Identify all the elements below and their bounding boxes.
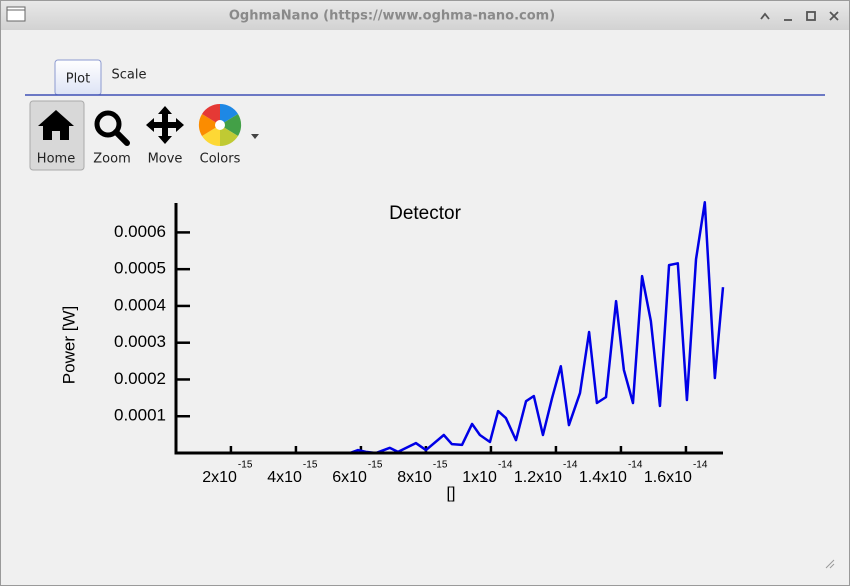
x-tick-exponent: -14 <box>563 460 578 471</box>
toolbar-label[interactable]: Zoom <box>93 152 130 167</box>
zoom-icon-handle <box>113 129 130 146</box>
colors-icon <box>198 103 242 147</box>
title-bar <box>1 1 849 30</box>
close-button[interactable] <box>829 11 839 21</box>
x-tick-label: 1.2x10 <box>514 469 562 486</box>
y-tick-label: 0.0003 <box>114 332 166 351</box>
tab-label[interactable]: Scale <box>112 68 147 83</box>
y-tick-label: 0.0004 <box>114 295 166 314</box>
toolbar-label[interactable]: Move <box>148 152 183 167</box>
x-tick-label: 1.4x10 <box>579 469 627 486</box>
x-tick-exponent: -14 <box>628 460 643 471</box>
x-tick-exponent: -15 <box>238 460 253 471</box>
x-tick-exponent: -15 <box>433 460 448 471</box>
x-tick-label: 6x10 <box>332 469 367 486</box>
x-tick-exponent: -15 <box>368 460 383 471</box>
x-tick-exponent: -14 <box>498 460 513 471</box>
chart-title: Detector <box>389 203 461 224</box>
y-tick-label: 0.0001 <box>114 406 166 425</box>
y-axis-label: Power [W] <box>59 306 78 384</box>
window-title: OghmaNano (https://www.oghma-nano.com) <box>229 9 555 24</box>
x-tick-exponent: -15 <box>303 460 318 471</box>
plot-area: 0.0001 0.0002 0.0003 0.0004 0.0005 0.0006 2x10… <box>114 201 725 486</box>
x-axis-label: [] <box>447 485 456 502</box>
x-tick-label: 1.6x10 <box>644 469 692 486</box>
toolbar-label[interactable]: Colors <box>200 152 241 167</box>
window-controls[interactable] <box>760 11 839 21</box>
x-tick-label: 4x10 <box>267 469 302 486</box>
shade-button[interactable] <box>760 12 770 20</box>
maximize-button[interactable] <box>806 11 816 21</box>
move-icon <box>146 106 184 144</box>
toolbar-label[interactable]: Home <box>37 152 75 167</box>
zoom-icon <box>94 110 122 138</box>
x-tick-label: 1x10 <box>462 469 497 486</box>
colors-dropdown[interactable] <box>251 134 259 139</box>
home-button[interactable] <box>29 100 85 171</box>
y-tick-label: 0.0006 <box>114 222 166 241</box>
home-icon <box>38 110 74 140</box>
window-icon <box>6 6 26 22</box>
x-tick-label: 2x10 <box>202 469 237 486</box>
x-tick-exponent: -14 <box>693 460 708 471</box>
tab-label[interactable]: Plot <box>66 72 91 87</box>
resize-grip <box>825 559 835 569</box>
x-tick-label: 8x10 <box>397 469 432 486</box>
y-tick-label: 0.0005 <box>114 259 166 278</box>
y-tick-label: 0.0002 <box>114 369 166 388</box>
data-line <box>176 201 725 455</box>
